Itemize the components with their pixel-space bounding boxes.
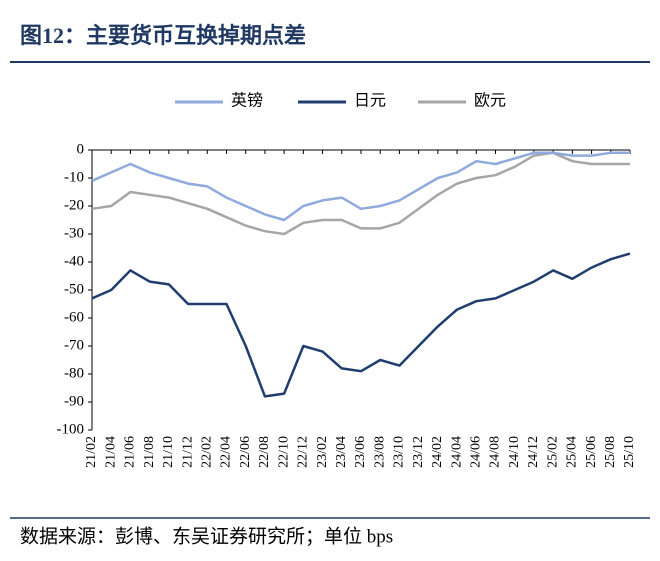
x-tick-label: 25/06 <box>584 436 599 468</box>
x-tick-label: 24/04 <box>449 436 464 468</box>
x-tick-label: 23/04 <box>334 436 349 468</box>
x-tick-label: 25/02 <box>545 436 560 468</box>
x-tick-label: 21/12 <box>180 436 195 468</box>
x-tick-label: 21/10 <box>161 436 176 468</box>
y-tick-label: -60 <box>64 309 84 325</box>
y-tick-label: -10 <box>64 169 84 185</box>
y-tick-label: -50 <box>64 281 84 297</box>
x-tick-label: 21/08 <box>142 436 157 468</box>
y-tick-label: -80 <box>64 365 84 381</box>
chart-title: 图12：主要货币互换掉期点差 <box>20 23 306 48</box>
x-tick-label: 22/10 <box>276 436 291 468</box>
x-tick-label: 23/12 <box>411 436 426 468</box>
legend-label: 英镑 <box>231 92 263 110</box>
x-tick-label: 25/10 <box>622 436 637 468</box>
x-tick-label: 24/08 <box>488 436 503 468</box>
y-tick-label: -100 <box>57 421 85 437</box>
series-line <box>91 151 630 222</box>
x-tick-label: 22/08 <box>257 436 272 468</box>
source: 数据来源：彭博、东吴证券研究所；单位 bps <box>20 525 393 547</box>
y-tick-label: -70 <box>64 337 84 353</box>
x-tick-label: 24/02 <box>430 436 445 468</box>
x-tick-label: 21/04 <box>103 436 118 468</box>
y-tick-label: -90 <box>64 393 84 409</box>
y-tick-label: -20 <box>64 197 84 213</box>
x-tick-label: 24/12 <box>526 436 541 468</box>
x-tick-label: 24/06 <box>469 436 484 468</box>
y-tick-label: -40 <box>64 253 84 269</box>
y-tick-label: -30 <box>64 225 84 241</box>
x-tick-label: 24/10 <box>507 436 522 468</box>
x-tick-label: 22/04 <box>219 436 234 468</box>
x-tick-label: 21/06 <box>123 436 138 468</box>
x-tick-label: 23/06 <box>353 436 368 468</box>
x-tick-label: 23/02 <box>315 436 330 468</box>
x-tick-label: 21/02 <box>84 436 99 468</box>
series-line <box>91 151 630 236</box>
x-tick-label: 22/12 <box>296 436 311 468</box>
x-tick-label: 25/08 <box>603 436 618 468</box>
x-tick-label: 22/02 <box>200 436 215 468</box>
x-tick-label: 22/06 <box>238 436 253 468</box>
x-tick-label: 23/08 <box>372 436 387 468</box>
legend-label: 日元 <box>354 93 386 110</box>
y-tick-label: 0 <box>77 141 85 157</box>
series-line <box>91 252 631 398</box>
x-tick-label: 23/10 <box>392 436 407 468</box>
legend-label: 欧元 <box>474 92 506 110</box>
x-tick-label: 25/04 <box>565 436 580 468</box>
